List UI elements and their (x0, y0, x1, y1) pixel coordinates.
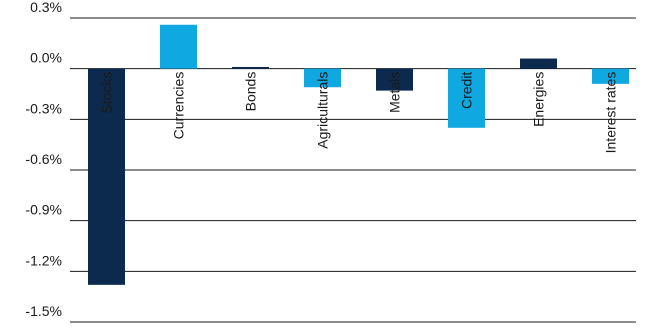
bars (88, 24, 629, 285)
y-tick-label: -1.5% (25, 303, 62, 319)
y-axis-tick-labels: 0.3% 0.0% -0.3% -0.6% -0.9% -1.2% -1.5% (25, 0, 62, 319)
category-label: Energies (531, 72, 547, 127)
category-label: Interest rates (603, 72, 619, 154)
category-label: Credit (459, 72, 475, 109)
y-tick-label: 0.3% (30, 0, 62, 15)
category-label: Metals (387, 72, 403, 113)
category-label: Agriculturals (315, 72, 331, 149)
y-tick-label: -0.3% (25, 100, 62, 116)
bar-currencies (160, 24, 197, 69)
y-tick-label: -0.6% (25, 151, 62, 167)
y-tick-label: -1.2% (25, 252, 62, 268)
bar-credit (448, 68, 485, 128)
y-tick-label: 0.0% (30, 50, 62, 66)
bar-stocks (88, 68, 125, 285)
bar-agriculturals (304, 68, 341, 88)
bar-metals (376, 68, 413, 91)
y-tick-label: -0.9% (25, 202, 62, 218)
category-label: Stocks (99, 72, 115, 114)
category-label: Bonds (243, 72, 259, 112)
bar-bonds (232, 66, 269, 69)
bar-interest-rates (592, 68, 629, 84)
category-labels: Stocks Currencies Bonds Agriculturals Metals… (99, 72, 619, 154)
bar-energies (520, 58, 557, 69)
category-label: Currencies (171, 72, 187, 140)
